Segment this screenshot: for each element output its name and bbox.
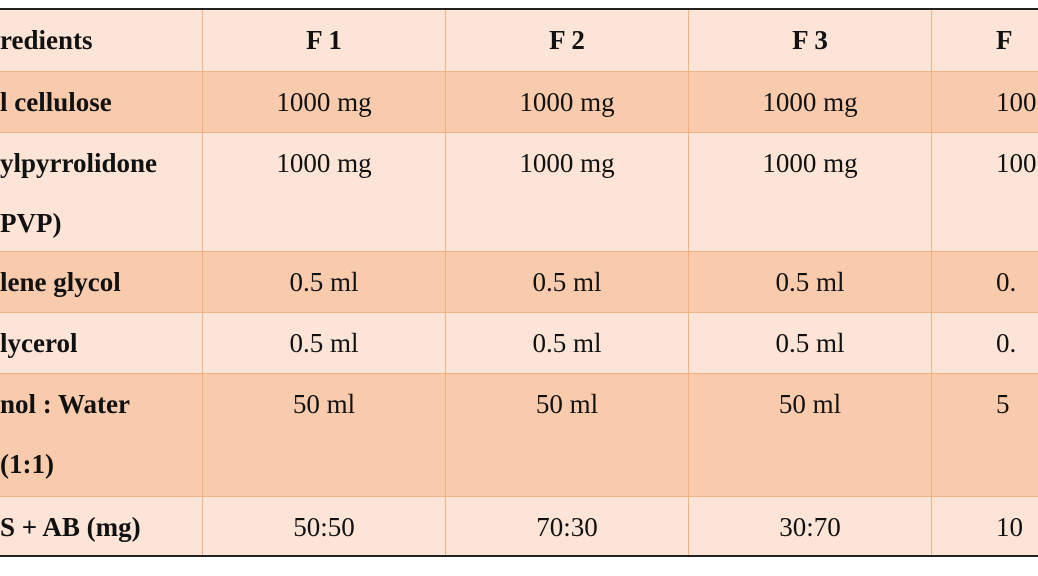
cell-text: S + AB (mg) (0, 512, 141, 542)
cell-text: 0.5 ml (532, 267, 602, 297)
cell-text: F (996, 25, 1013, 55)
header-cell: F 2 (446, 10, 689, 71)
cell-text: 30:70 (779, 512, 841, 542)
table-cell: 50:50 (203, 497, 446, 555)
table-cell: 1000 mg (689, 72, 932, 132)
table-cell: 0.5 ml (446, 252, 689, 312)
table-cell: 30:70 (689, 497, 932, 555)
table-cell: 1000 mg (689, 133, 932, 251)
table-cell: 100 (932, 133, 1038, 251)
table-cell: 70:30 (446, 497, 689, 555)
cell-text: 50 ml (535, 389, 599, 419)
cell-text: 50 ml (292, 389, 356, 419)
cell-text: 1000 mg (519, 148, 615, 178)
table-cell: 50 ml (446, 374, 689, 496)
table-row: S + AB (mg) 50:50 70:30 30:70 10 (0, 497, 1038, 555)
cell-text: 1000 mg (519, 87, 615, 117)
cell-text: lycerol (0, 328, 78, 358)
cell-text: 1000 mg (276, 148, 372, 178)
table-cell: 1000 mg (446, 133, 689, 251)
cell-text: ylpyrrolidone (0, 148, 158, 178)
cell-text: nol : Water (0, 389, 130, 419)
cell-text: 0.5 ml (775, 267, 845, 297)
cell-text: 0.5 ml (532, 328, 602, 358)
cell-text: F 2 (549, 25, 585, 55)
table-row: lycerol 0.5 ml 0.5 ml 0.5 ml 0. (0, 313, 1038, 374)
row-label: nol : Water (1:1) (0, 374, 203, 496)
cell-text: PVP) (0, 208, 62, 238)
table-row: nol : Water (1:1) 50 ml 50 ml 50 ml 5 (0, 374, 1038, 497)
table-cell: 0.5 ml (689, 252, 932, 312)
cell-text: (1:1) (0, 449, 54, 479)
table-row: ylpyrrolidone PVP) 1000 mg 1000 mg 1000 mg 10… (0, 133, 1038, 252)
cell-text: 1000 mg (762, 148, 858, 178)
table-cell: 1000 mg (446, 72, 689, 132)
header-row: redients F 1 F 2 F 3 F (0, 10, 1038, 72)
table-cell: 0.5 ml (446, 313, 689, 373)
cell-text: F 1 (306, 25, 342, 55)
cell-text: 0.5 ml (775, 328, 845, 358)
table-row: lene glycol 0.5 ml 0.5 ml 0.5 ml 0. (0, 252, 1038, 313)
row-label: lene glycol (0, 252, 203, 312)
table-cell: 1000 mg (203, 72, 446, 132)
table-cell: 0. (932, 313, 1038, 373)
table-cell: 0. (932, 252, 1038, 312)
cell-text: 50:50 (293, 512, 355, 542)
table-cell: 0.5 ml (203, 313, 446, 373)
cell-text: 0. (996, 267, 1017, 297)
table-cell: 10 (932, 497, 1038, 555)
cell-text: 70:30 (536, 512, 598, 542)
row-label: l cellulose (0, 72, 203, 132)
header-cell: redients (0, 10, 203, 71)
cell-text: 10 (996, 512, 1023, 542)
cell-text: 0.5 ml (289, 328, 359, 358)
table-cell: 5 (932, 374, 1038, 496)
table-cell: 100 (932, 72, 1038, 132)
header-cell: F 3 (689, 10, 932, 71)
cell-text: F 3 (792, 25, 828, 55)
table-cell: 50 ml (689, 374, 932, 496)
header-cell: F 1 (203, 10, 446, 71)
cell-text: 100 (996, 148, 1037, 178)
cell-text: l cellulose (0, 87, 112, 117)
cell-text: 100 (996, 87, 1037, 117)
cell-text: 0.5 ml (289, 267, 359, 297)
cell-text: 1000 mg (276, 87, 372, 117)
cell-text: 0. (996, 328, 1017, 358)
table-cell: 0.5 ml (203, 252, 446, 312)
cell-text: redients (0, 25, 93, 55)
cell-text: 1000 mg (762, 87, 858, 117)
table-cell: 1000 mg (203, 133, 446, 251)
table-cell: 0.5 ml (689, 313, 932, 373)
cell-text: lene glycol (0, 267, 121, 297)
cell-text: 50 ml (778, 389, 842, 419)
header-cell: F (932, 10, 1038, 71)
row-label: S + AB (mg) (0, 497, 203, 555)
table-row: l cellulose 1000 mg 1000 mg 1000 mg 100 (0, 72, 1038, 133)
row-label: ylpyrrolidone PVP) (0, 133, 203, 251)
table-cell: 50 ml (203, 374, 446, 496)
cell-text: 5 (996, 389, 1010, 419)
row-label: lycerol (0, 313, 203, 373)
